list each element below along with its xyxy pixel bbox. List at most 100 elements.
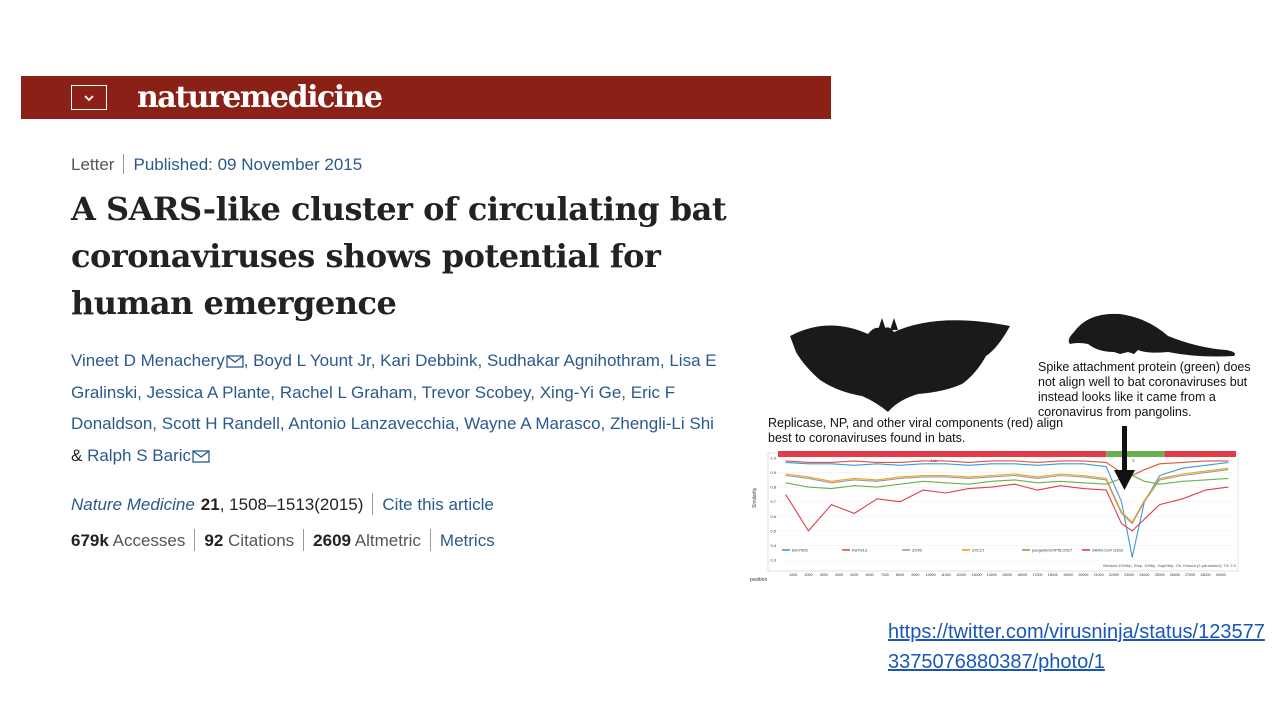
plot-area [768,453,1238,571]
pangolin-silhouette [1069,314,1235,357]
x-tick-label: 3000 [820,573,828,577]
y-tick-label: 0.5 [770,528,776,533]
divider [123,154,124,174]
author-link[interactable]: Jessica A Plante [147,383,271,402]
author-ampersand: & [71,446,82,465]
cite-article-link[interactable]: Cite this article [382,495,493,514]
band-red [778,451,1106,457]
published-date: Published: 09 November 2015 [133,155,362,174]
citations-label: Citations [228,531,294,550]
y-tick-label: 0.3 [770,558,776,563]
divider [303,529,304,551]
x-tick-label: 2000 [805,573,813,577]
x-tick-label: 18000 [1048,573,1058,577]
author-link[interactable]: Antonio Lanzavecchia [288,414,454,433]
x-tick-label: 16000 [1017,573,1027,577]
x-tick-label: 5000 [850,573,858,577]
x-tick-label: 15000 [1002,573,1012,577]
x-tick-label: 13000 [971,573,981,577]
article-title: A SARS-like cluster of circulating bat c… [71,186,751,327]
x-tick-label: 26000 [1170,573,1180,577]
x-tick-label: 25000 [1155,573,1165,577]
article-type: Letter [71,155,114,174]
divider [372,493,373,515]
chevron-down-icon [83,94,95,102]
legend-entry: SARS-CoV GZ02 [1092,548,1124,553]
author-link[interactable]: Kari Debbink [380,351,477,370]
bat-silhouette [790,318,1010,412]
metrics-link[interactable]: Metrics [440,531,495,550]
divider [430,529,431,551]
page-range: 1508–1513(2015) [229,495,363,514]
x-tick-label: 20000 [1078,573,1088,577]
x-tick-label: 27000 [1185,573,1195,577]
mail-icon[interactable] [192,450,210,463]
x-tick-label: 17000 [1033,573,1043,577]
citations-count: 92 [204,531,223,550]
volume-number: 21 [201,495,220,514]
article-metrics: 679k Accesses 92 Citations 2609 Altmetric M… [71,529,495,551]
x-tick-label: 14000 [987,573,997,577]
x-tick-label: 4000 [835,573,843,577]
x-tick-label: 22000 [1109,573,1119,577]
x-tick-label: 12000 [956,573,966,577]
caption-replicase: Replicase, NP, and other viral component… [768,416,1068,446]
caption-spike: Spike attachment protein (green) does no… [1038,360,1266,420]
y-tick-label: 1.0 [770,456,776,461]
mail-icon[interactable] [226,355,244,368]
band-green [1106,451,1164,457]
legend-entry: RaTG13 [852,548,868,553]
divider [194,529,195,551]
x-tick-label: 7000 [881,573,889,577]
journal-name[interactable]: Nature Medicine [71,495,195,514]
author-link[interactable]: Zhengli-Li Shi [610,414,714,433]
y-tick-label: 0.7 [770,499,776,504]
citation-line: Nature Medicine 21, 1508–1513(2015) Cite t… [71,493,494,515]
author-link[interactable]: Trevor Scobey [422,383,531,402]
accesses-count: 679k [71,531,109,550]
legend-entry: ZXC21 [972,548,985,553]
y-axis-label: Similarity [752,487,758,508]
y-tick-label: 0.6 [770,514,776,519]
similarity-figure: 1ab S 1.0 0.9 0.8 0.7 0.6 0.5 0.4 0.3 1000 2000 30… [748,308,1268,586]
accesses-label: Accesses [113,531,186,550]
altmetric-score: 2609 [313,531,351,550]
author-link[interactable]: Xing-Yi Ge [540,383,622,402]
x-tick-label: 24000 [1139,573,1149,577]
journal-logo[interactable]: naturemedicine [137,78,382,118]
author-link[interactable]: Boyd L Yount Jr [253,351,371,370]
author-link[interactable]: Wayne A Marasco [464,414,600,433]
chart-footnote: Window:1000bp, Step: 100bp, GapStrip: On… [1103,563,1237,568]
y-tick-label: 0.8 [770,485,776,490]
altmetric-label: Altmetric [355,531,421,550]
x-axis-label: position [750,577,767,583]
x-tick-label: 29000 [1216,573,1226,577]
x-tick-label: 21000 [1094,573,1104,577]
x-tick-label: 11000 [941,573,951,577]
figure-artwork: 1ab S 1.00.90.80.70.60.50.40.3 1000 2000 30… [748,308,1268,586]
band-red-tail [1164,451,1236,457]
author-link[interactable]: Vineet D Menachery [71,351,225,370]
y-tick-label: 0.4 [770,543,776,548]
x-tick-label: 1000 [789,573,797,577]
x-tick-label: 23000 [1124,573,1134,577]
source-link[interactable]: https://twitter.com/virusninja/status/12… [888,617,1268,677]
x-tick-label: 9000 [911,573,919,577]
journal-masthead: naturemedicine [21,76,831,119]
x-tick-label: 8000 [896,573,904,577]
legend-entry: BmYN02 [792,548,809,553]
article-meta: Letter Published: 09 November 2015 [71,154,362,175]
author-link[interactable]: Rachel L Graham [280,383,413,402]
x-tick-label: 28000 [1200,573,1210,577]
author-list: Vineet D Menachery, Boyd L Yount Jr, Kar… [71,345,751,475]
author-link[interactable]: Scott H Randell [162,414,280,433]
band-label: S [1132,458,1135,463]
x-tick-label: 19000 [1063,573,1073,577]
legend-entry: ZC45 [912,548,923,553]
author-link[interactable]: Ralph S Baric [87,446,191,465]
x-tick-label: 6000 [866,573,874,577]
legend-entry: pangolin/GX/P5L/2017 [1032,548,1073,553]
menu-toggle-button[interactable] [71,85,107,110]
x-tick-label: 10000 [926,573,936,577]
author-link[interactable]: Sudhakar Agnihothram [487,351,660,370]
